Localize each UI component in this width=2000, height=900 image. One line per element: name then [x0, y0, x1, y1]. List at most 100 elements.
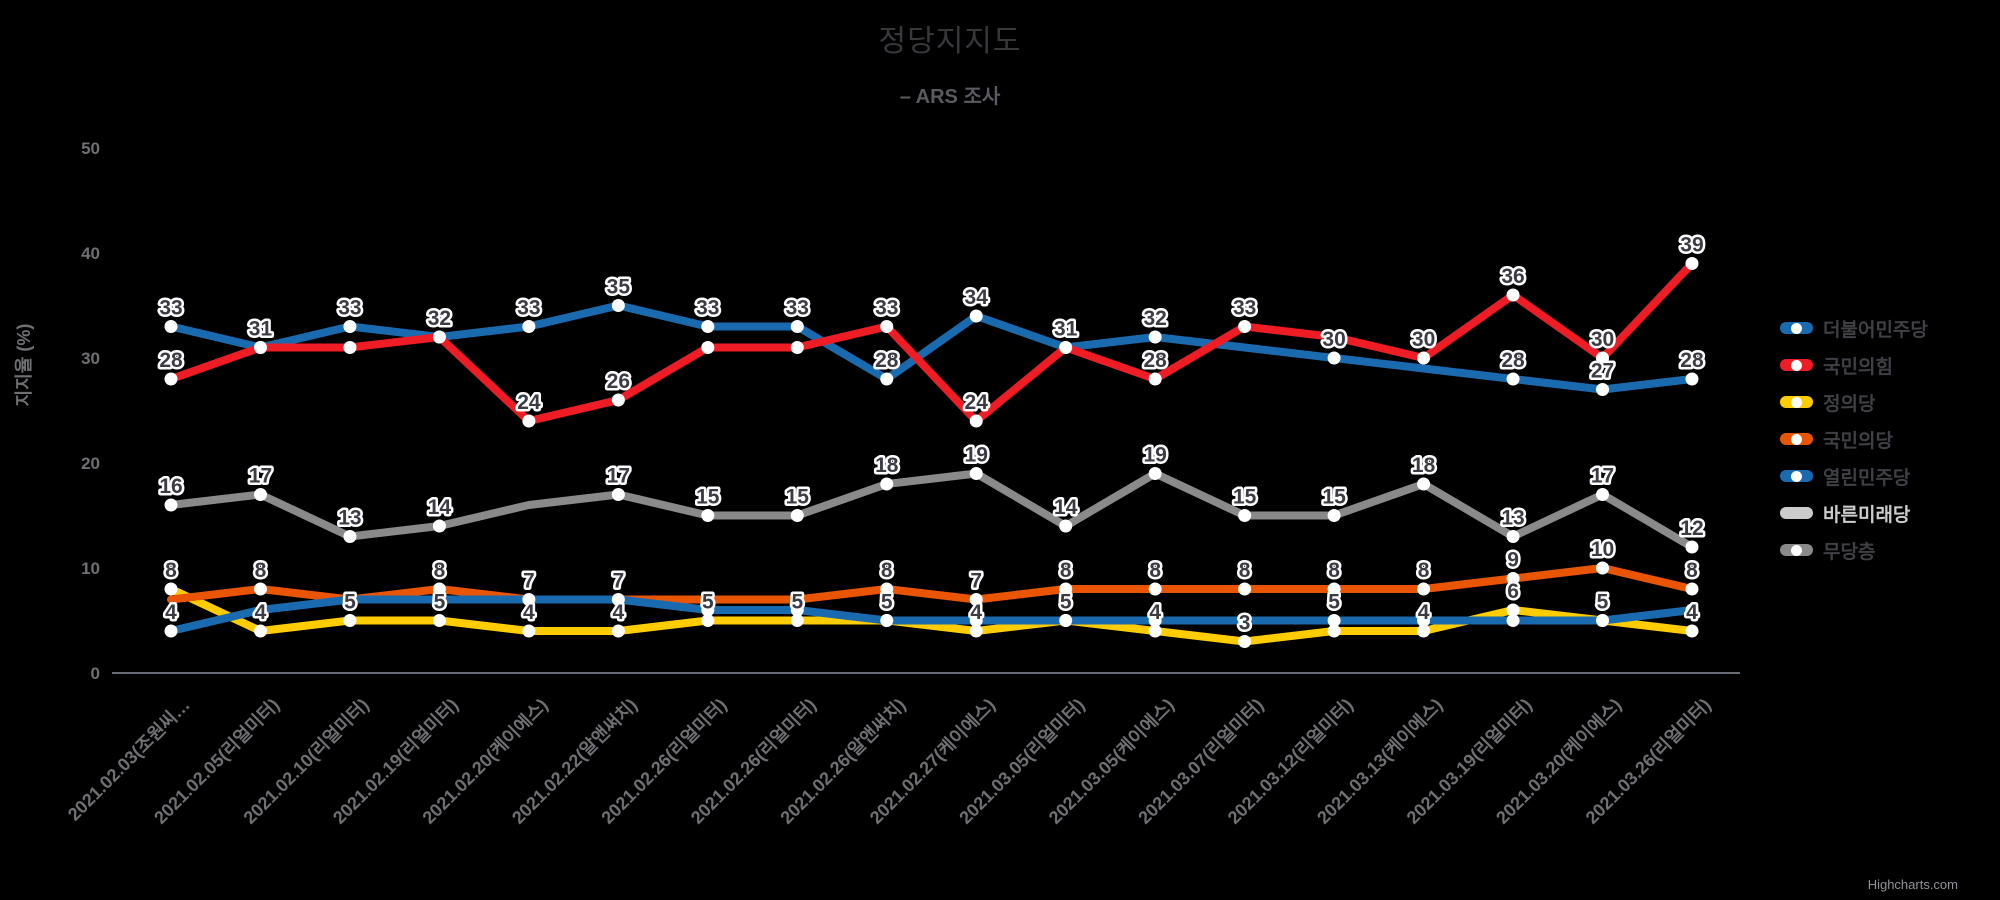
data-point-1-4[interactable] — [522, 414, 536, 428]
data-point-6-2[interactable] — [343, 530, 357, 543]
data-point-4-6[interactable] — [701, 603, 715, 617]
data-point-6-17[interactable] — [1685, 540, 1699, 554]
data-point-0-7[interactable] — [790, 320, 804, 333]
data-point-1-6[interactable] — [701, 341, 715, 354]
data-point-4-10[interactable] — [1059, 614, 1073, 627]
data-point-6-14[interactable] — [1417, 477, 1431, 491]
data-point-3-6[interactable] — [701, 593, 715, 606]
data-point-3-14[interactable] — [1417, 582, 1431, 596]
data-point-1-8[interactable] — [880, 320, 894, 333]
data-point-1-9[interactable] — [969, 414, 983, 428]
data-point-2-13[interactable] — [1327, 624, 1341, 638]
data-point-0-5[interactable] — [611, 299, 625, 312]
data-point-1-17[interactable] — [1685, 257, 1699, 270]
data-point-6-15[interactable] — [1506, 530, 1520, 543]
data-point-4-9[interactable] — [969, 614, 983, 627]
data-point-3-10[interactable] — [1059, 582, 1073, 596]
data-point-6-3[interactable] — [432, 519, 446, 533]
data-point-3-3[interactable] — [432, 582, 446, 596]
legend-item-0[interactable]: 더불어민주당 — [1780, 316, 1928, 341]
legend-item-4[interactable]: 열린민주당 — [1780, 464, 1928, 489]
data-point-3-8[interactable] — [880, 582, 894, 596]
data-point-4-17[interactable] — [1685, 603, 1699, 617]
data-point-4-5[interactable] — [611, 593, 625, 606]
data-point-6-16[interactable] — [1596, 488, 1610, 501]
data-point-0-11[interactable] — [1148, 330, 1162, 344]
data-point-2-9[interactable] — [969, 624, 983, 638]
data-point-0-15[interactable] — [1506, 372, 1520, 386]
data-point-3-13[interactable] — [1327, 582, 1341, 596]
data-point-6-0[interactable] — [164, 498, 178, 512]
data-point-1-12[interactable] — [1238, 320, 1252, 333]
data-point-2-14[interactable] — [1417, 624, 1431, 638]
data-point-1-14[interactable] — [1417, 351, 1431, 365]
data-point-2-12[interactable] — [1238, 635, 1252, 648]
data-point-1-1[interactable] — [253, 341, 267, 354]
data-point-0-17[interactable] — [1685, 372, 1699, 386]
data-point-1-7[interactable] — [790, 341, 804, 354]
data-point-6-10[interactable] — [1059, 519, 1073, 533]
data-point-1-15[interactable] — [1506, 288, 1520, 302]
data-point-3-7[interactable] — [790, 593, 804, 606]
data-point-0-13[interactable] — [1327, 351, 1341, 365]
data-point-1-11[interactable] — [1148, 372, 1162, 386]
legend-item-5[interactable]: 바른미래당 — [1780, 501, 1928, 526]
data-point-2-6[interactable] — [701, 614, 715, 627]
data-point-4-8[interactable] — [880, 614, 894, 627]
data-point-0-0[interactable] — [164, 320, 178, 333]
data-point-0-8[interactable] — [880, 372, 894, 386]
data-point-2-5[interactable] — [611, 624, 625, 638]
data-point-3-11[interactable] — [1148, 582, 1162, 596]
data-point-2-2[interactable] — [343, 614, 357, 627]
data-point-4-11[interactable] — [1148, 614, 1162, 627]
data-point-2-7[interactable] — [790, 614, 804, 627]
data-point-0-16[interactable] — [1596, 383, 1610, 396]
legend-item-2[interactable]: 정의당 — [1780, 390, 1928, 415]
data-point-2-0[interactable] — [164, 582, 178, 596]
data-point-6-1[interactable] — [253, 488, 267, 501]
data-point-1-2[interactable] — [343, 341, 357, 354]
data-point-4-0[interactable] — [164, 624, 178, 638]
data-point-2-4[interactable] — [522, 624, 536, 638]
legend-item-6[interactable]: 무당층 — [1780, 538, 1928, 563]
data-point-6-13[interactable] — [1327, 509, 1341, 522]
data-point-4-16[interactable] — [1596, 614, 1610, 627]
data-point-2-11[interactable] — [1148, 624, 1162, 638]
data-point-4-14[interactable] — [1417, 614, 1431, 627]
data-point-6-9[interactable] — [969, 467, 983, 480]
data-point-6-6[interactable] — [701, 509, 715, 522]
data-point-4-7[interactable] — [790, 603, 804, 617]
data-point-4-15[interactable] — [1506, 614, 1520, 627]
data-point-1-5[interactable] — [611, 393, 625, 407]
data-point-1-0[interactable] — [164, 372, 178, 386]
data-point-1-16[interactable] — [1596, 351, 1610, 365]
data-point-6-8[interactable] — [880, 477, 894, 491]
legend-item-3[interactable]: 국민의당 — [1780, 427, 1928, 452]
data-point-4-4[interactable] — [522, 593, 536, 606]
data-point-3-12[interactable] — [1238, 582, 1252, 596]
data-point-4-12[interactable] — [1238, 614, 1252, 627]
data-point-0-2[interactable] — [343, 320, 357, 333]
data-point-6-7[interactable] — [790, 509, 804, 522]
data-point-6-5[interactable] — [611, 488, 625, 501]
data-point-1-10[interactable] — [1059, 341, 1073, 354]
data-point-3-17[interactable] — [1685, 582, 1699, 596]
data-point-3-9[interactable] — [969, 593, 983, 606]
data-point-2-17[interactable] — [1685, 624, 1699, 638]
data-point-0-9[interactable] — [969, 309, 983, 323]
data-point-3-16[interactable] — [1596, 561, 1610, 575]
data-point-2-3[interactable] — [432, 614, 446, 627]
data-point-0-4[interactable] — [522, 320, 536, 333]
highcharts-credit[interactable]: Highcharts.com — [1867, 877, 1958, 892]
data-point-3-15[interactable] — [1506, 572, 1520, 585]
data-point-2-1[interactable] — [253, 624, 267, 638]
legend-marker-dot-0 — [1791, 322, 1802, 334]
data-point-6-11[interactable] — [1148, 467, 1162, 480]
data-point-6-12[interactable] — [1238, 509, 1252, 522]
data-point-4-13[interactable] — [1327, 614, 1341, 627]
data-point-2-15[interactable] — [1506, 603, 1520, 617]
data-point-3-1[interactable] — [253, 582, 267, 596]
data-point-1-3[interactable] — [432, 330, 446, 344]
legend-item-1[interactable]: 국민의힘 — [1780, 353, 1928, 378]
data-point-0-6[interactable] — [701, 320, 715, 333]
